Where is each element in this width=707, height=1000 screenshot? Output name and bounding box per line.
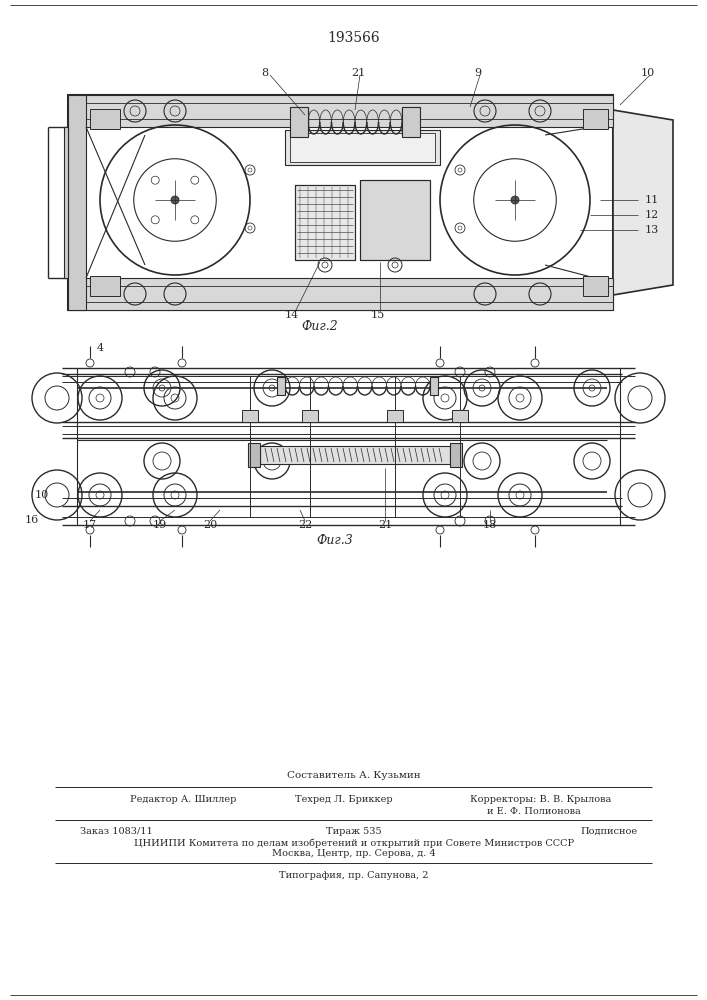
Text: 11: 11 bbox=[645, 195, 659, 205]
Bar bbox=[285, 130, 440, 165]
Text: 8: 8 bbox=[262, 68, 269, 78]
Circle shape bbox=[511, 196, 519, 204]
Text: 9: 9 bbox=[474, 68, 481, 78]
Text: Тираж 535: Тираж 535 bbox=[326, 826, 382, 836]
Bar bbox=[583, 109, 608, 129]
Text: 4: 4 bbox=[96, 343, 103, 353]
Bar bbox=[430, 377, 438, 395]
Bar bbox=[290, 107, 308, 137]
Text: 19: 19 bbox=[153, 520, 167, 530]
Bar bbox=[360, 180, 430, 260]
Text: и Е. Ф. Полионова: и Е. Ф. Полионова bbox=[487, 808, 580, 816]
Text: 21: 21 bbox=[378, 520, 392, 530]
Text: 13: 13 bbox=[645, 225, 659, 235]
Bar bbox=[68, 95, 613, 310]
Text: Москва, Центр, пр. Серова, д. 4: Москва, Центр, пр. Серова, д. 4 bbox=[272, 850, 436, 858]
Text: Фиг.3: Фиг.3 bbox=[317, 534, 354, 546]
Bar bbox=[260, 446, 450, 464]
Bar bbox=[90, 276, 120, 296]
Text: Подписное: Подписное bbox=[580, 826, 637, 836]
Text: 16: 16 bbox=[25, 515, 39, 525]
Bar bbox=[360, 180, 430, 260]
Text: 22: 22 bbox=[298, 520, 312, 530]
Circle shape bbox=[171, 196, 179, 204]
Bar bbox=[68, 278, 613, 310]
Text: 10: 10 bbox=[35, 490, 49, 500]
Bar bbox=[242, 410, 258, 422]
Text: 17: 17 bbox=[83, 520, 97, 530]
Bar bbox=[387, 410, 403, 422]
Bar bbox=[90, 109, 120, 129]
Bar bbox=[68, 95, 613, 127]
Bar bbox=[295, 185, 355, 260]
Text: 14: 14 bbox=[285, 310, 299, 320]
Text: 21: 21 bbox=[351, 68, 365, 78]
Text: 10: 10 bbox=[641, 68, 655, 78]
Bar bbox=[302, 410, 318, 422]
Text: 193566: 193566 bbox=[327, 31, 380, 45]
Text: Редактор А. Шиллер: Редактор А. Шиллер bbox=[130, 794, 236, 804]
Text: Составитель А. Кузьмин: Составитель А. Кузьмин bbox=[287, 770, 421, 780]
Text: Фиг.2: Фиг.2 bbox=[302, 320, 339, 334]
Text: 18: 18 bbox=[483, 520, 497, 530]
Text: 12: 12 bbox=[645, 210, 659, 220]
Bar bbox=[248, 443, 260, 467]
Polygon shape bbox=[613, 110, 673, 295]
Bar bbox=[68, 95, 86, 310]
Bar bbox=[64, 127, 68, 278]
Bar bbox=[295, 185, 355, 260]
Bar bbox=[277, 377, 285, 395]
Text: Типография, пр. Сапунова, 2: Типография, пр. Сапунова, 2 bbox=[279, 871, 428, 880]
Bar bbox=[450, 443, 462, 467]
Text: Корректоры: В. В. Крылова: Корректоры: В. В. Крылова bbox=[470, 794, 612, 804]
Text: Заказ 1083/11: Заказ 1083/11 bbox=[80, 826, 153, 836]
Bar bbox=[402, 107, 420, 137]
Bar bbox=[583, 276, 608, 296]
Bar bbox=[452, 410, 468, 422]
Text: ЦНИИПИ Комитета по делам изобретений и открытий при Совете Министров СССР: ЦНИИПИ Комитета по делам изобретений и о… bbox=[134, 838, 574, 848]
Text: 15: 15 bbox=[371, 310, 385, 320]
Text: 20: 20 bbox=[203, 520, 217, 530]
Text: Техред Л. Бриккер: Техред Л. Бриккер bbox=[295, 794, 392, 804]
Bar bbox=[290, 133, 435, 162]
